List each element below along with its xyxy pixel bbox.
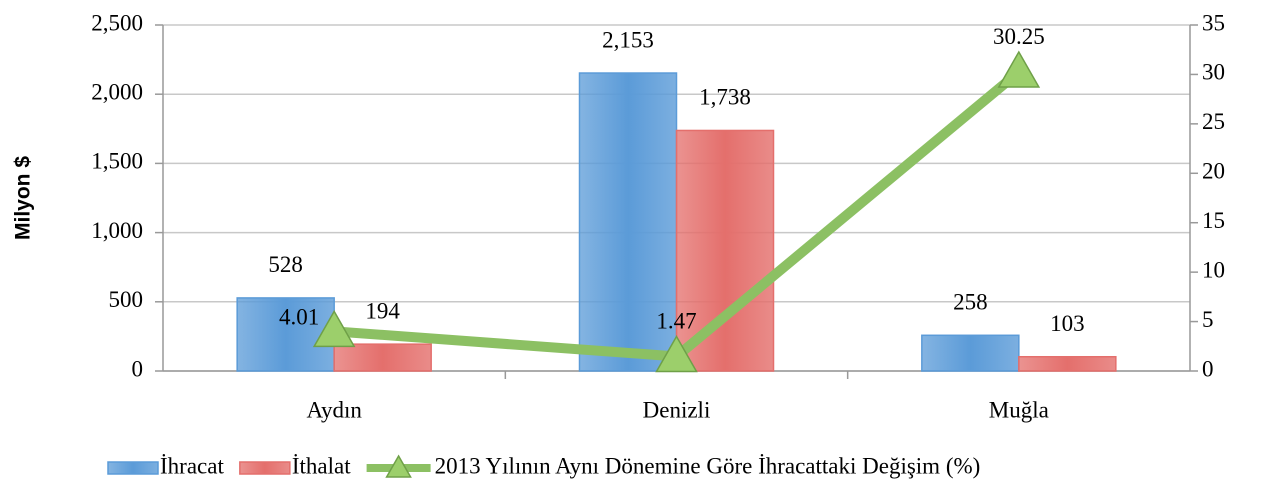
legend-swatch xyxy=(107,461,159,475)
y2-tick-label: 5 xyxy=(1202,307,1214,332)
y-axis-title: Milyon $ xyxy=(12,156,35,240)
data-label: 1.47 xyxy=(656,309,696,334)
x-tick-label: Denizli xyxy=(643,397,711,422)
y2-tick-label: 15 xyxy=(1202,208,1225,233)
data-label: 528 xyxy=(268,252,303,277)
legend-label: İthalat xyxy=(292,453,351,478)
y2-tick-label: 35 xyxy=(1202,10,1225,35)
bar xyxy=(921,334,1020,372)
data-label: 2,153 xyxy=(602,27,654,52)
bar xyxy=(333,343,432,372)
data-label: 4.01 xyxy=(279,305,319,330)
bar xyxy=(675,129,775,372)
y2-tick-label: 10 xyxy=(1202,257,1225,282)
y-tick-label: 1,000 xyxy=(91,218,143,243)
y-tick-label: 500 xyxy=(109,287,144,312)
legend-label: İhracat xyxy=(160,453,224,478)
legend-swatch xyxy=(239,461,291,475)
bar xyxy=(578,72,678,372)
y2-tick-label: 30 xyxy=(1202,60,1225,85)
bar xyxy=(1018,355,1117,372)
y-tick-label: 0 xyxy=(132,356,144,381)
data-label: 30.25 xyxy=(993,24,1045,49)
x-tick-label: Muğla xyxy=(989,397,1049,422)
y2-tick-label: 25 xyxy=(1202,109,1225,134)
x-tick-label: Aydın xyxy=(306,397,362,422)
y-tick-label: 2,000 xyxy=(91,79,143,104)
data-label: 1,738 xyxy=(699,85,751,110)
data-label: 194 xyxy=(365,298,400,323)
marker xyxy=(655,334,698,373)
marker xyxy=(312,309,356,348)
legend-label: 2013 Yılının Aynı Dönemine Göre İhracatt… xyxy=(435,453,981,478)
data-label: 103 xyxy=(1050,311,1085,336)
y-tick-label: 2,500 xyxy=(91,10,143,35)
y-tick-label: 1,500 xyxy=(91,149,143,174)
y2-tick-label: 0 xyxy=(1202,356,1214,381)
marker xyxy=(997,50,1041,88)
legend-marker xyxy=(385,454,412,478)
y2-tick-label: 20 xyxy=(1202,159,1225,184)
data-label: 258 xyxy=(953,290,988,315)
bar xyxy=(236,297,335,372)
